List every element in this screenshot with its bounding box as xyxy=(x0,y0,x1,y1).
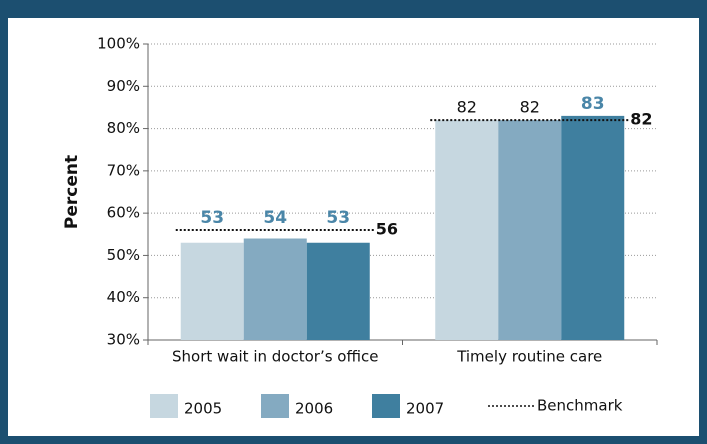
bar xyxy=(306,242,370,340)
x-tick-label: Timely routine care xyxy=(456,348,602,366)
value-label: 82 xyxy=(457,98,477,117)
value-label: 54 xyxy=(263,208,287,228)
y-tick-label: 90% xyxy=(107,77,140,95)
bar xyxy=(435,120,499,340)
benchmark-label: 82 xyxy=(630,110,652,129)
bar xyxy=(498,120,562,340)
y-tick-label: 60% xyxy=(107,204,140,222)
y-tick-label: 100% xyxy=(97,35,140,53)
y-tick-label: 40% xyxy=(107,288,140,306)
value-label: 53 xyxy=(326,208,350,228)
bar xyxy=(180,242,244,340)
y-tick-label: 50% xyxy=(107,246,140,264)
legend-swatch xyxy=(372,394,400,418)
bar xyxy=(243,238,307,340)
y-tick-label: 80% xyxy=(107,119,140,137)
y-tick-label: 70% xyxy=(107,161,140,179)
legend-label: Benchmark xyxy=(537,397,623,415)
legend-label: 2006 xyxy=(295,400,333,418)
y-axis-label: Percent xyxy=(62,155,82,229)
legend-label: 2007 xyxy=(406,400,444,418)
y-tick-label: 30% xyxy=(107,331,140,349)
value-label: 53 xyxy=(200,208,224,228)
legend-label: 2005 xyxy=(184,400,222,418)
value-label: 83 xyxy=(581,94,605,114)
value-label: 82 xyxy=(520,98,540,117)
legend-swatch xyxy=(150,394,178,418)
legend-swatch xyxy=(261,394,289,418)
bar xyxy=(561,115,625,340)
x-tick-label: Short wait in doctor’s office xyxy=(172,348,378,366)
benchmark-label: 56 xyxy=(376,220,398,239)
